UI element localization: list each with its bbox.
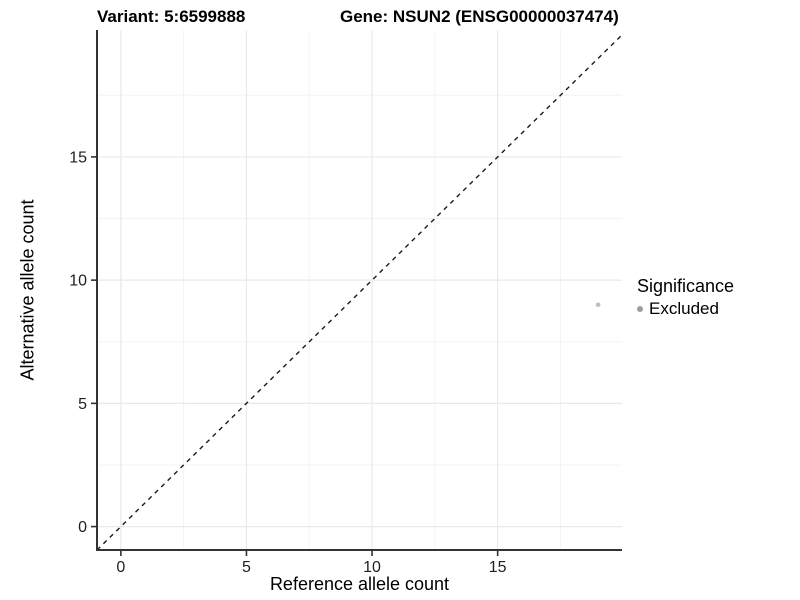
legend-item-label: Excluded [649,299,719,318]
svg-text:15: 15 [489,559,507,576]
identity-dashed-line [96,34,623,551]
svg-text:5: 5 [242,559,251,576]
plot-title-variant: Variant: 5:6599888 [97,7,246,26]
legend-title: Significance [637,276,735,296]
axis-ticks [91,156,499,556]
svg-text:15: 15 [69,149,87,166]
legend-point-icon [637,306,643,312]
grid-minor-lines [97,30,622,550]
data-point [595,302,601,308]
y-tick-labels: 0 5 10 15 [69,149,87,536]
svg-text:10: 10 [69,273,87,290]
data-points [595,302,601,308]
grid-major-lines [97,30,622,550]
svg-text:5: 5 [78,396,87,413]
x-axis-title: Reference allele count [269,574,450,594]
x-tick-labels: 0 5 10 15 [116,559,506,576]
legend: Significance Excluded [637,276,734,319]
plot-title-gene: Gene: NSUN2 (ENSG00000037474) [340,7,619,26]
axis-lines [96,30,622,551]
legend-item-excluded: Excluded [637,299,734,319]
svg-text:10: 10 [363,559,381,576]
svg-text:0: 0 [116,559,125,576]
svg-text:0: 0 [78,519,87,536]
